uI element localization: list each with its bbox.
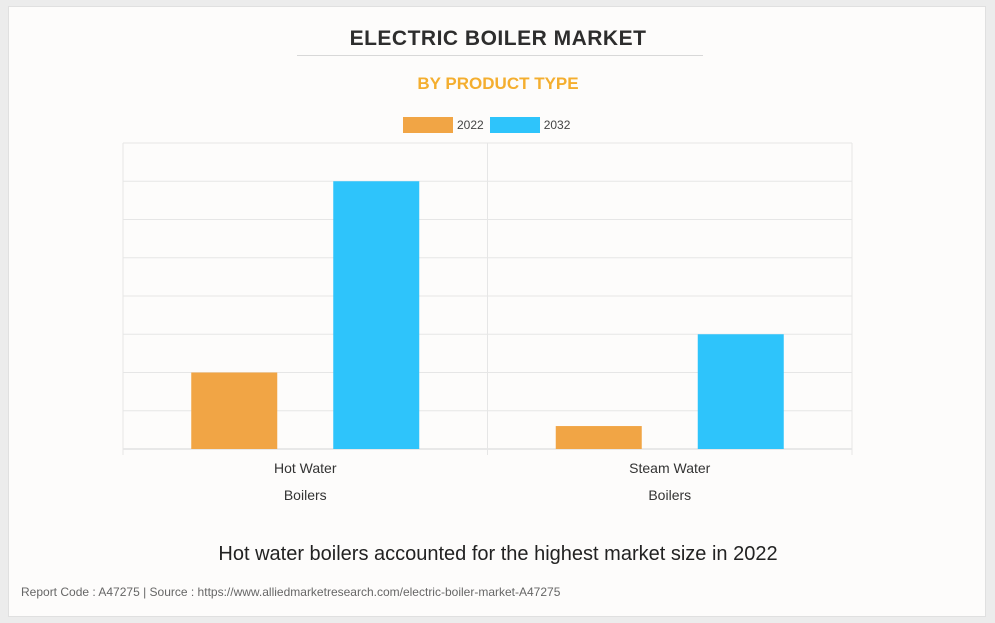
- legend-item-2022[interactable]: 2022: [403, 116, 490, 133]
- chart-caption: Hot water boilers accounted for the high…: [218, 543, 778, 565]
- bar-2022-0: [191, 372, 278, 449]
- x-tick-label: Hot Water Boilers: [274, 460, 337, 503]
- x-tick-label-line: Steam Water: [629, 460, 711, 476]
- x-tick-label-line: Boilers: [648, 487, 691, 503]
- bar-2032-1: [697, 334, 784, 449]
- chart-subtitle: BY PRODUCT TYPE: [417, 74, 579, 93]
- x-tick-label-line: Hot Water: [274, 460, 337, 476]
- legend-swatch-2022: [403, 116, 453, 133]
- title-divider: [297, 55, 703, 56]
- legend-item-2032[interactable]: 2032: [489, 116, 577, 133]
- legend-label-2022: 2022: [457, 117, 484, 132]
- chart-title: ELECTRIC BOILER MARKET: [349, 27, 647, 50]
- legend-label-2032: 2032: [543, 117, 571, 132]
- chart-legend: 2022 2032: [403, 116, 576, 133]
- x-tick-label: Steam Water Boilers: [629, 460, 711, 503]
- x-tick-label-line: Boilers: [284, 487, 327, 503]
- bar-2022-1: [555, 426, 642, 449]
- chart-card: ELECTRIC BOILER MARKET BY PRODUCT TYPE 2…: [8, 6, 986, 617]
- bar-2032-0: [333, 181, 420, 449]
- report-footer: Report Code : A47275 | Source : https://…: [21, 585, 561, 599]
- legend-swatch-2032: [489, 116, 540, 133]
- bar-chart: Hot Water Boilers Steam Water Boilers: [122, 142, 853, 503]
